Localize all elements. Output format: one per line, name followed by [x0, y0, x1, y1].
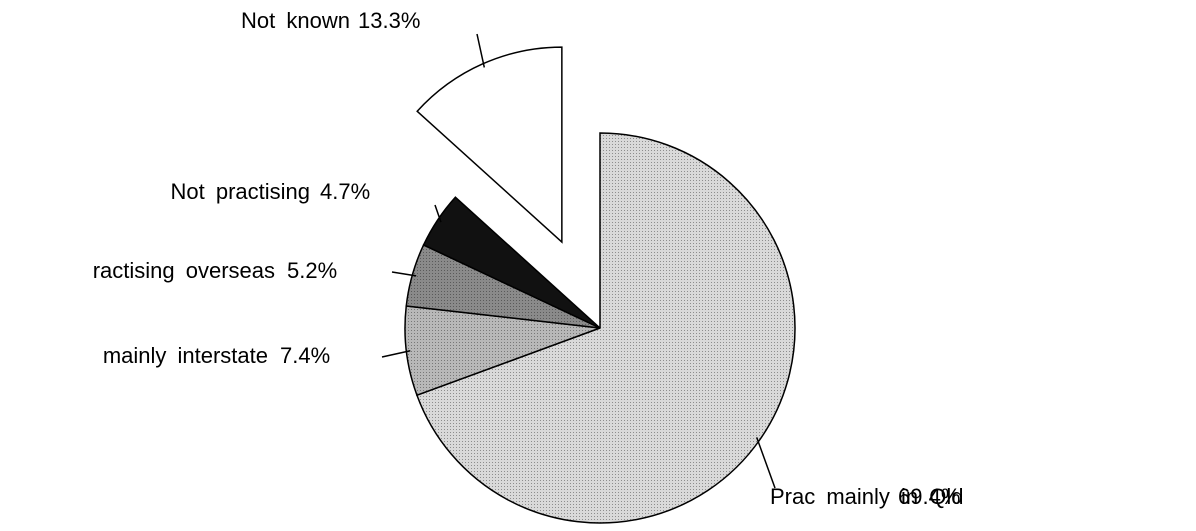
- slice-label: Not known: [241, 8, 350, 33]
- value-label: 69.4%: [898, 484, 960, 509]
- value-label: 4.7%: [320, 179, 370, 204]
- pie-slice: [416, 46, 563, 244]
- leader-line: [381, 350, 411, 358]
- slice-label: Prac mainly in Qld: [770, 484, 964, 509]
- slice-label: mainly interstate: [103, 343, 268, 368]
- leader-line: [391, 271, 417, 277]
- value-label: 7.4%: [280, 343, 330, 368]
- value-label: 13.3%: [358, 8, 420, 33]
- slice-label: ractising overseas: [93, 258, 275, 283]
- leader-line: [755, 437, 776, 489]
- pie-slice: [422, 196, 601, 329]
- value-label: 5.2%: [287, 258, 337, 283]
- leader-line: [434, 204, 442, 223]
- slice-label: Not practising: [170, 179, 310, 204]
- leader-line: [476, 33, 486, 68]
